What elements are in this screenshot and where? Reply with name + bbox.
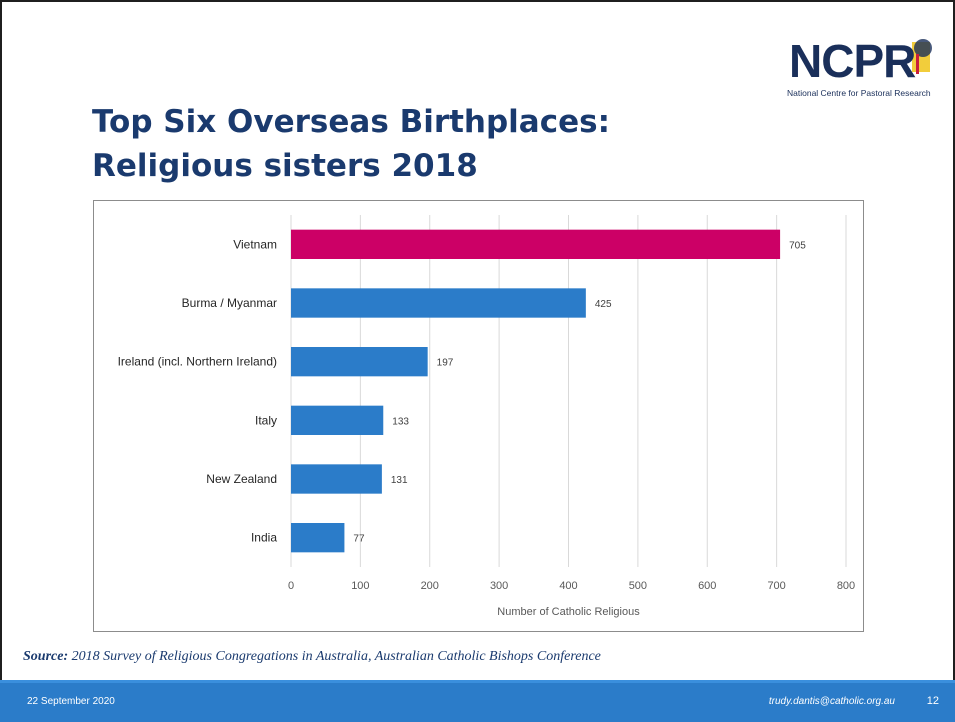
logo-emblem (912, 39, 932, 74)
category-label: New Zealand (206, 472, 277, 486)
data-label: 197 (437, 358, 454, 369)
x-tick-label: 500 (629, 580, 647, 592)
category-label: Italy (255, 413, 277, 427)
category-label: India (251, 531, 277, 545)
x-axis-title: Number of Catholic Religious (497, 606, 640, 618)
x-tick-label: 400 (559, 580, 577, 592)
data-label: 131 (391, 475, 408, 486)
footer-email: trudy.dantis@catholic.org.au (768, 696, 895, 707)
source-note: Source: 2018 Survey of Religious Congreg… (23, 649, 601, 665)
footer-bar: 22 September 2020 trudy.dantis@catholic.… (0, 680, 955, 722)
bar (291, 464, 382, 494)
x-tick-label: 0 (288, 580, 294, 592)
x-tick-label: 300 (490, 580, 508, 592)
logo-subtitle: National Centre for Pastoral Research (787, 88, 931, 98)
data-label: 425 (595, 299, 612, 310)
chart-frame: 0 100 200 300 400 500 600 700 800 Vietnam 705 Burma… (93, 200, 864, 632)
source-label: Source: (23, 649, 69, 664)
slide-title-line1: Top Six Overseas Birthplaces: (92, 104, 610, 140)
x-tick-label: 600 (698, 580, 716, 592)
x-tick-label: 100 (351, 580, 369, 592)
bar (291, 288, 586, 318)
bar (291, 347, 428, 377)
x-tick-label: 800 (837, 580, 855, 592)
footer-date: 22 September 2020 (27, 696, 115, 707)
ncpr-logo: NCPR National Centre for Pastoral Resear… (785, 34, 945, 110)
category-label: Burma / Myanmar (182, 296, 277, 310)
page-number: 12 (926, 695, 939, 707)
logo-text: NCPR (789, 35, 916, 87)
x-tick-label: 700 (767, 580, 785, 592)
slide-title-line2: Religious sisters 2018 (92, 148, 478, 184)
data-label: 705 (789, 240, 806, 251)
bar (291, 523, 345, 553)
bar (291, 229, 781, 259)
category-label: Ireland (incl. Northern Ireland) (118, 355, 277, 369)
x-tick-label: 200 (421, 580, 439, 592)
slide-title: Top Six Overseas Birthplaces: Religious … (92, 100, 792, 188)
bar-chart: 0 100 200 300 400 500 600 700 800 Vietnam 705 Burma… (118, 215, 855, 618)
source-text: 2018 Survey of Religious Congregations i… (71, 649, 601, 664)
data-label: 77 (353, 534, 365, 545)
bar (291, 405, 384, 435)
data-label: 133 (392, 416, 409, 427)
category-label: Vietnam (233, 237, 277, 251)
